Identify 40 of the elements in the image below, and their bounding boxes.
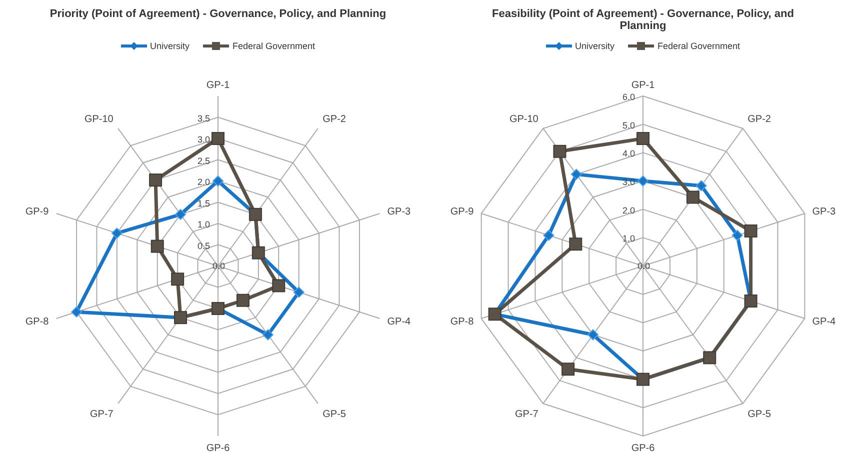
spoke-label: GP-1 <box>206 80 230 91</box>
spoke-label: GP-5 <box>322 409 346 420</box>
spoke-label: GP-4 <box>387 316 412 328</box>
legend-label: Federal Government <box>232 41 316 51</box>
legend-label: Federal Government <box>657 41 740 51</box>
spoke-label: GP-10 <box>509 114 539 125</box>
y-tick-label: 3.0 <box>197 134 210 144</box>
y-tick-label: 4.0 <box>622 148 635 159</box>
spoke-label: GP-9 <box>25 206 50 218</box>
y-tick-label: 3.5 <box>197 113 210 124</box>
y-tick-label: 5.0 <box>622 120 635 130</box>
y-tick-label: 1.0 <box>197 220 210 230</box>
y-tick-label: 2.5 <box>197 156 210 166</box>
spoke-label: GP-2 <box>322 114 346 125</box>
spoke-label: GP-1 <box>631 80 656 91</box>
spoke-label: GP-8 <box>25 316 50 328</box>
spoke-label: GP-8 <box>450 316 474 328</box>
spoke-label: GP-9 <box>450 206 474 218</box>
y-tick-label: 0.0 <box>637 261 650 271</box>
spoke-label: GP-6 <box>206 443 230 454</box>
y-tick-label: 0.5 <box>197 240 210 251</box>
spoke-label: GP-2 <box>748 114 772 125</box>
chart-title: Feasibility (Point of Agreement) - Governance, Policy, and Planning <box>491 8 795 34</box>
y-tick-label: 2.0 <box>197 177 210 187</box>
y-tick-label: 6.0 <box>622 92 635 102</box>
spoke-label: GP-7 <box>90 409 114 420</box>
legend-label: University <box>150 41 190 51</box>
spoke-label: GP-3 <box>387 206 412 218</box>
spoke-label: GP-5 <box>748 409 772 420</box>
legend-label: University <box>574 41 614 51</box>
spoke-label: GP-10 <box>84 114 114 125</box>
y-tick-label: 1.0 <box>622 234 635 244</box>
y-tick-label: 1.5 <box>197 198 210 208</box>
chart-title: Priority (Point of Agreement) - Governance, Policy, and Planning <box>48 8 388 22</box>
spoke-label: GP-6 <box>631 443 656 454</box>
y-tick-label: 0.0 <box>212 261 225 271</box>
spoke-label: GP-7 <box>515 409 539 420</box>
spoke-label: GP-3 <box>812 206 836 218</box>
spoke-label: GP-4 <box>812 316 836 328</box>
y-tick-label: 2.0 <box>622 205 635 216</box>
